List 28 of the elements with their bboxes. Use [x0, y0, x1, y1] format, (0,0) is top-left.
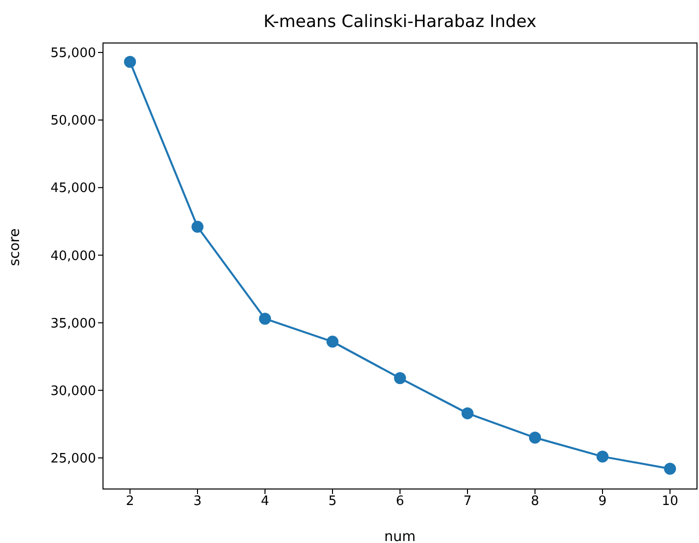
x-axis-title: num [384, 529, 416, 543]
y-tick-label: 35,000 [50, 316, 96, 332]
x-tick-label: 7 [463, 494, 472, 510]
x-tick-label: 2 [126, 494, 134, 510]
y-tick-label: 40,000 [50, 248, 96, 264]
point [192, 220, 204, 233]
y-tick-label: 30,000 [50, 384, 96, 399]
y-tick-label: 25,000 [50, 452, 96, 467]
y-axis-title: score [6, 228, 23, 266]
point [124, 56, 136, 68]
chart-title: K-means Calinski-Harabaz Index [262, 12, 538, 32]
y-tick-label: 45,000 [50, 181, 96, 196]
y-tick-label: 50,000 [50, 114, 96, 129]
point [326, 336, 338, 348]
point [462, 407, 474, 420]
point [596, 450, 608, 463]
x-tick-label: 9 [598, 494, 607, 510]
x-tick-label: 3 [193, 494, 202, 510]
x-tick-label: 8 [530, 494, 540, 510]
point [394, 372, 406, 384]
point [259, 312, 271, 325]
point [664, 462, 676, 475]
point [529, 432, 541, 444]
x-tick-label: 5 [328, 494, 337, 510]
x-tick-label: 4 [260, 494, 270, 510]
x-tick-label: 6 [396, 494, 404, 510]
y-tick-label: 55,000 [50, 46, 96, 62]
x-tick-label: 10 [662, 494, 678, 510]
